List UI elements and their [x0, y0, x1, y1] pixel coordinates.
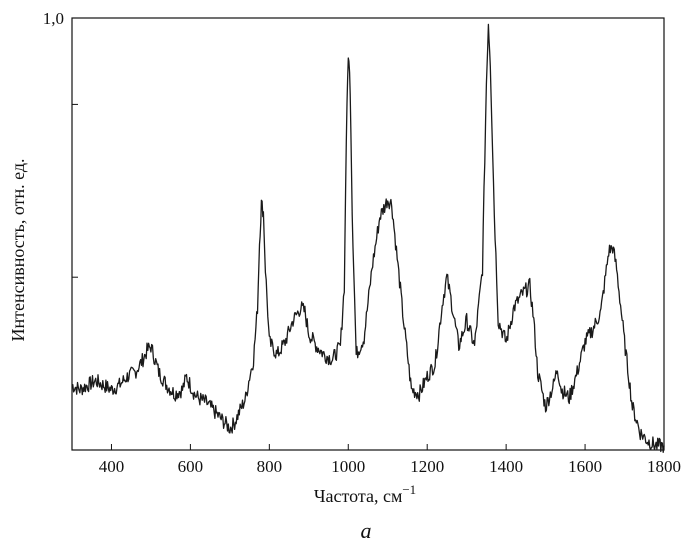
x-axis-ticks: 400 600 800 1000 1200 1400 1600 1800	[99, 444, 681, 476]
x-tick-label: 1800	[647, 457, 681, 476]
plot-frame	[71, 17, 665, 451]
x-tick-label: 800	[257, 457, 283, 476]
x-tick-label: 600	[178, 457, 204, 476]
x-axis-title: Частота, см−1	[314, 482, 416, 506]
x-tick-label: 1400	[489, 457, 523, 476]
x-tick-label: 400	[99, 457, 125, 476]
y-axis-title: Интенсивность, отн. ед.	[8, 158, 28, 341]
y-axis-ticks: 1,0	[43, 9, 78, 278]
y-tick-label: 1,0	[43, 9, 64, 28]
x-axis-unit-superscript: −1	[402, 482, 416, 497]
x-tick-label: 1000	[331, 457, 365, 476]
panel-label: a	[361, 518, 372, 543]
x-tick-label: 1600	[568, 457, 602, 476]
x-tick-label: 1200	[410, 457, 444, 476]
spectrum-series-line	[71, 23, 665, 453]
